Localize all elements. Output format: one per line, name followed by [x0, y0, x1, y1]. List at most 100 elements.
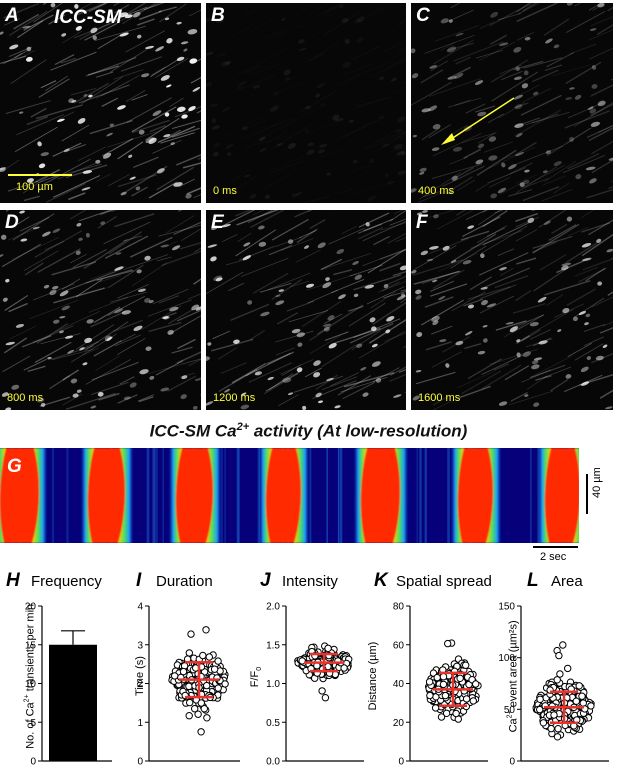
- cell-process: [430, 284, 467, 296]
- cell-process: [608, 278, 613, 295]
- cell-process: [320, 253, 371, 270]
- cell-process: [9, 326, 36, 339]
- cell-process: [295, 210, 318, 217]
- cell-body: [19, 111, 24, 114]
- cell-body: [207, 342, 212, 346]
- cell-process: [200, 374, 201, 395]
- kymograph-heatmap: [0, 448, 579, 543]
- cell-body: [240, 404, 250, 410]
- cell-process: [494, 364, 509, 371]
- cell-process: [369, 56, 406, 77]
- cell-body: [249, 193, 257, 200]
- cell-process: [539, 210, 567, 227]
- cell-body: [258, 241, 266, 247]
- cell-process: [269, 155, 308, 171]
- cell-process: [452, 292, 486, 311]
- y-tick-label: 60: [393, 640, 405, 651]
- cell-process: [4, 338, 26, 353]
- cell-body: [57, 118, 66, 123]
- y-tick-label: 80: [393, 602, 405, 613]
- cell-process: [102, 139, 133, 156]
- cell-body: [307, 142, 314, 147]
- cell-body: [360, 366, 367, 371]
- cell-body: [482, 337, 488, 343]
- cell-body: [349, 119, 355, 123]
- time-stamp: 1200 ms: [213, 392, 255, 404]
- cell-body: [192, 86, 201, 92]
- cell-process: [176, 149, 201, 165]
- cell-process: [91, 382, 129, 394]
- calcium-wave-band: [353, 448, 409, 543]
- cell-process: [183, 163, 201, 168]
- cell-process: [218, 348, 236, 359]
- cell-body: [129, 176, 136, 180]
- cell-body: [399, 265, 406, 272]
- cell-body: [379, 76, 385, 81]
- cell-process: [306, 274, 356, 290]
- cell-body: [49, 289, 58, 297]
- panel-letter: G: [7, 456, 22, 478]
- cell-process: [337, 49, 355, 60]
- cell-body: [72, 393, 79, 398]
- cell-process: [495, 210, 545, 213]
- data-point: [204, 682, 210, 688]
- cell-body: [580, 366, 590, 374]
- space-scale-bar: [586, 474, 588, 514]
- cell-body: [129, 381, 138, 388]
- cell-body: [192, 405, 198, 410]
- panel-letter: A: [5, 5, 19, 27]
- cell-process: [513, 304, 545, 314]
- y-tick-label: 150: [498, 602, 515, 613]
- cell-body: [533, 402, 540, 408]
- cell-process: [114, 70, 144, 80]
- data-point: [588, 703, 594, 709]
- cell-process: [371, 292, 396, 309]
- cell-body: [597, 281, 603, 286]
- cell-process: [373, 236, 389, 244]
- cell-body: [183, 48, 188, 52]
- cell-body: [116, 104, 126, 111]
- cell-body: [82, 362, 88, 366]
- data-point: [188, 631, 194, 637]
- cell-body: [160, 244, 169, 248]
- cell-body: [272, 91, 279, 97]
- cell-process: [495, 276, 528, 288]
- cell-process: [191, 63, 201, 83]
- calcium-wave-band: [80, 448, 134, 543]
- cell-process: [150, 58, 180, 77]
- cell-body: [288, 392, 294, 396]
- image-panel-e: E 1200 ms: [206, 210, 406, 410]
- y-tick-label: 2.0: [266, 602, 280, 613]
- cell-process: [79, 85, 130, 103]
- cell-process: [377, 82, 406, 101]
- cell-process: [264, 373, 298, 393]
- cell-process: [277, 313, 297, 324]
- cell-body: [40, 151, 49, 156]
- cell-body: [9, 44, 19, 51]
- cell-body: [141, 72, 150, 77]
- panel-letter: D: [5, 212, 19, 234]
- cell-process: [498, 249, 514, 256]
- cell-process: [349, 303, 385, 326]
- cell-process: [363, 7, 391, 15]
- cell-process: [174, 222, 201, 235]
- y-tick-label: 0.0: [266, 757, 280, 768]
- data-point: [341, 665, 347, 671]
- cell-body: [242, 254, 252, 261]
- cell-network-image: [411, 210, 613, 410]
- cell-process: [5, 160, 19, 169]
- scatter-chart: 0.00.51.01.52.0: [248, 570, 372, 769]
- cell-process: [139, 11, 161, 19]
- cell-body: [52, 285, 59, 290]
- cell-process: [390, 354, 406, 375]
- cell-process: [389, 50, 406, 60]
- cell-process: [600, 381, 613, 398]
- y-tick-label: 50: [504, 705, 516, 716]
- cell-body: [185, 193, 193, 200]
- cell-body: [326, 172, 331, 176]
- cell-body: [602, 344, 608, 349]
- cell-process: [383, 33, 400, 39]
